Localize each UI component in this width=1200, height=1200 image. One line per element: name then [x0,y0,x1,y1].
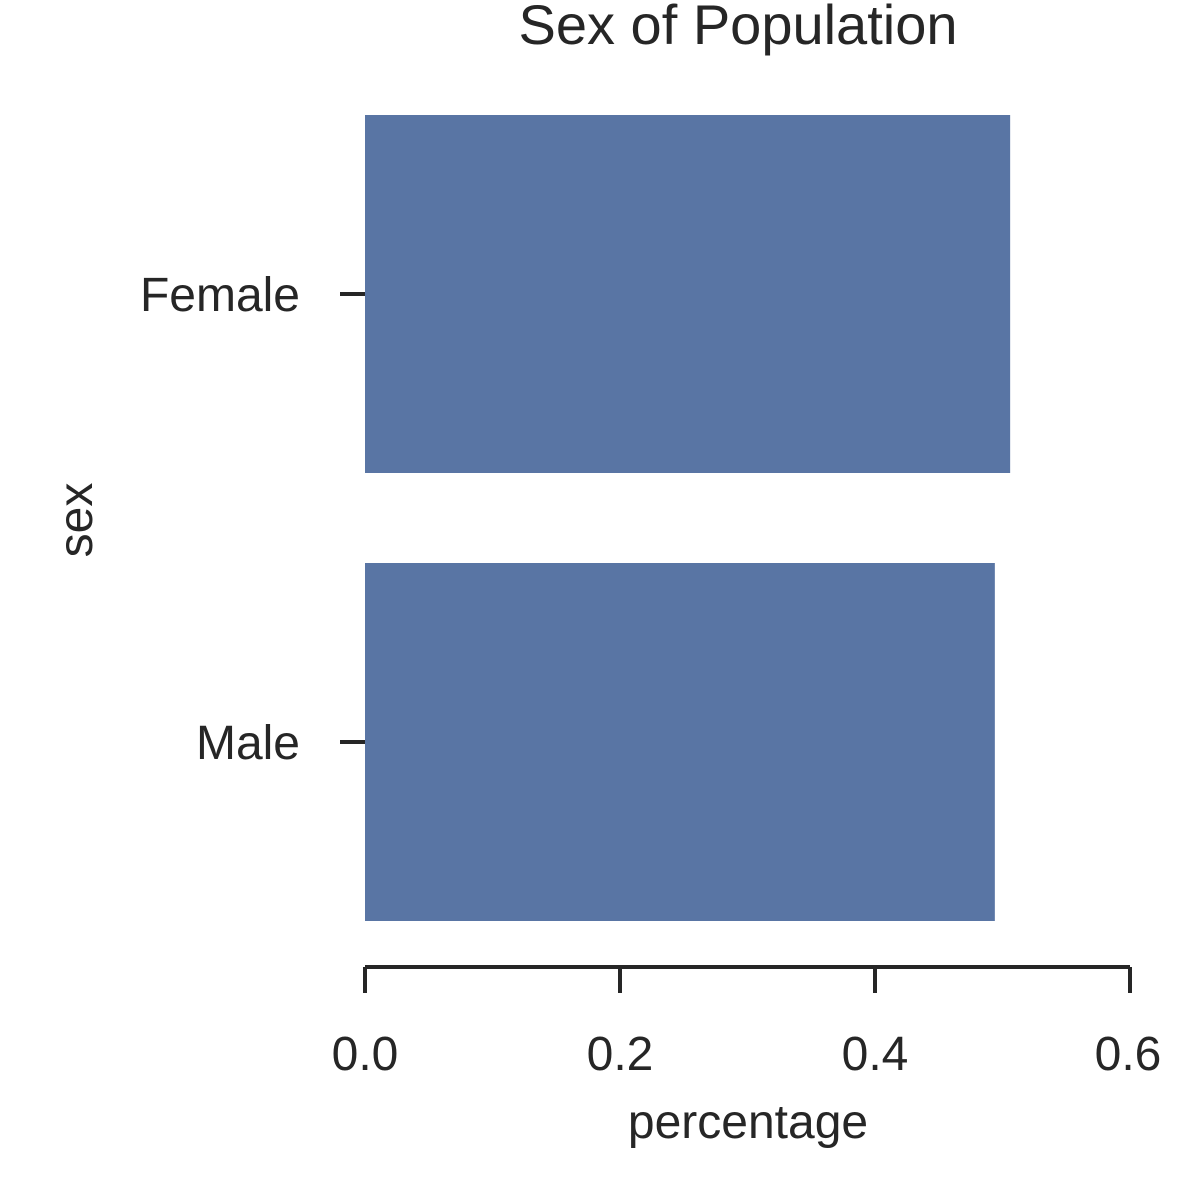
bar-female [365,115,1011,473]
bars-group [365,115,1011,921]
y-axis-label: sex [50,483,103,558]
y-tick-label: Female [140,269,300,322]
x-tick-label: 0.4 [842,1028,909,1081]
x-tick-label: 0.6 [1095,1028,1162,1081]
bar-male [365,563,995,921]
y-axis-ticks: Female Male [140,269,365,770]
x-axis-label: percentage [628,1096,868,1149]
x-tick-label: 0.0 [332,1028,399,1081]
y-tick-label: Male [196,717,300,770]
chart-title: Sex of Population [519,0,958,56]
x-tick-label: 0.2 [587,1028,654,1081]
x-axis: 0.0 0.2 0.4 0.6 [332,965,1162,1081]
